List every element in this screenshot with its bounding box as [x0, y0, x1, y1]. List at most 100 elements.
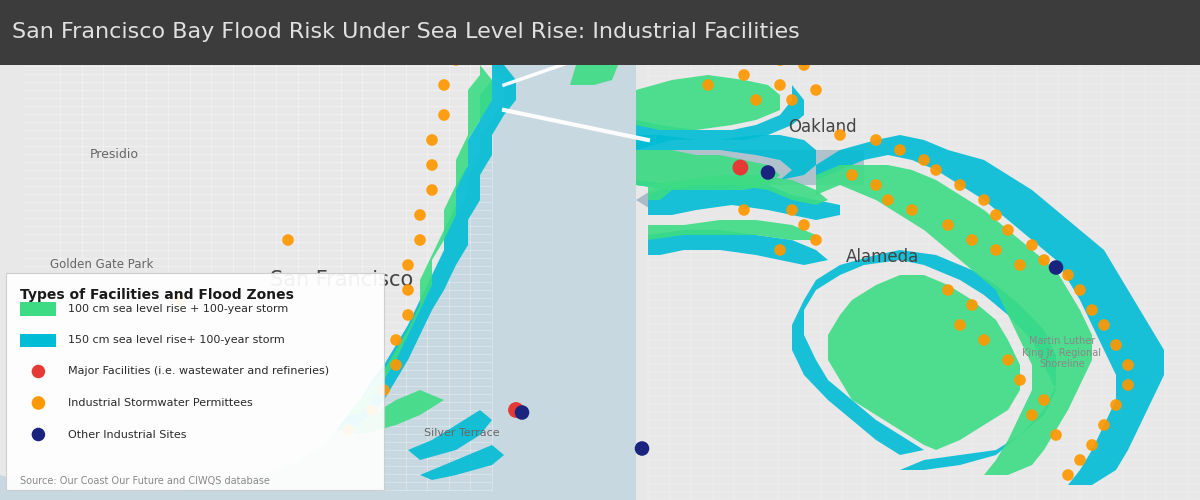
Point — [806, 236, 826, 244]
Text: San Francisco: San Francisco — [270, 270, 414, 290]
Text: Golden Gate Park: Golden Gate Park — [50, 258, 154, 272]
Polygon shape — [348, 390, 444, 435]
Polygon shape — [816, 165, 1092, 475]
Polygon shape — [648, 220, 816, 240]
Point — [1094, 421, 1114, 429]
Polygon shape — [336, 65, 516, 430]
Point — [926, 166, 946, 174]
Point — [1010, 261, 1030, 269]
Point — [398, 286, 418, 294]
Point — [1106, 341, 1126, 349]
Point — [1094, 321, 1114, 329]
Polygon shape — [648, 230, 828, 265]
Text: Silver Terrace: Silver Terrace — [424, 428, 500, 438]
Point — [506, 406, 526, 414]
Text: Martin Luther
King Jr. Regional
Shoreline: Martin Luther King Jr. Regional Shorelin… — [1022, 336, 1102, 369]
Point — [446, 56, 466, 64]
Point — [770, 81, 790, 89]
Point — [1070, 286, 1090, 294]
Point — [410, 236, 430, 244]
Text: Types of Facilities and Flood Zones: Types of Facilities and Flood Zones — [20, 288, 294, 302]
Polygon shape — [648, 180, 828, 240]
Point — [422, 161, 442, 169]
Point — [1046, 431, 1066, 439]
Point — [1118, 361, 1138, 369]
Point — [962, 301, 982, 309]
Polygon shape — [240, 20, 504, 65]
Text: Piedmont: Piedmont — [1044, 34, 1104, 46]
Point — [434, 111, 454, 119]
Polygon shape — [570, 50, 618, 85]
Point — [734, 206, 754, 214]
Point — [1070, 456, 1090, 464]
Point — [1034, 396, 1054, 404]
Point — [758, 168, 778, 176]
Point — [410, 211, 430, 219]
Point — [398, 311, 418, 319]
Point — [632, 444, 652, 452]
Point — [1022, 411, 1042, 419]
Point — [734, 71, 754, 79]
Point — [998, 226, 1018, 234]
Text: Major Facilities (i.e. wastewater and refineries): Major Facilities (i.e. wastewater and re… — [68, 366, 330, 376]
Point — [974, 196, 994, 204]
Text: Industrial Stormwater Permittees: Industrial Stormwater Permittees — [68, 398, 253, 408]
Point — [986, 246, 1006, 254]
Point — [878, 196, 898, 204]
Point — [830, 131, 850, 139]
Point — [986, 211, 1006, 219]
Point — [974, 336, 994, 344]
Point — [962, 236, 982, 244]
Point — [302, 20, 322, 28]
Point — [422, 186, 442, 194]
FancyBboxPatch shape — [0, 0, 1200, 65]
Point — [398, 261, 418, 269]
Point — [1046, 264, 1066, 272]
Point — [1022, 241, 1042, 249]
Polygon shape — [636, 0, 1200, 500]
Polygon shape — [636, 135, 816, 200]
Point — [1058, 271, 1078, 279]
Polygon shape — [522, 50, 558, 62]
Point — [1106, 401, 1126, 409]
Polygon shape — [792, 250, 1056, 470]
Point — [29, 399, 48, 407]
Point — [890, 146, 910, 154]
Point — [938, 221, 958, 229]
Polygon shape — [300, 15, 480, 40]
Point — [746, 96, 766, 104]
Point — [770, 246, 790, 254]
Point — [434, 81, 454, 89]
Point — [698, 81, 718, 89]
Point — [794, 221, 814, 229]
Point — [362, 406, 382, 414]
Text: 150 cm sea level rise+ 100-year storm: 150 cm sea level rise+ 100-year storm — [68, 335, 286, 345]
Polygon shape — [636, 150, 864, 185]
Polygon shape — [0, 0, 504, 500]
Point — [170, 296, 190, 304]
Text: Alameda: Alameda — [845, 248, 919, 266]
FancyBboxPatch shape — [6, 272, 384, 490]
FancyBboxPatch shape — [20, 334, 56, 347]
Point — [386, 336, 406, 344]
Point — [866, 136, 886, 144]
Point — [1082, 441, 1102, 449]
Point — [1010, 376, 1030, 384]
Text: Source: Our Coast Our Future and CIWQS database: Source: Our Coast Our Future and CIWQS d… — [20, 476, 270, 486]
Text: 100 cm sea level rise + 100-year storm: 100 cm sea level rise + 100-year storm — [68, 304, 289, 314]
Point — [278, 236, 298, 244]
Point — [938, 286, 958, 294]
Point — [29, 368, 48, 376]
Point — [866, 181, 886, 189]
Point — [782, 206, 802, 214]
Polygon shape — [636, 150, 780, 190]
Point — [998, 356, 1018, 364]
Point — [1034, 256, 1054, 264]
Polygon shape — [408, 410, 492, 460]
FancyBboxPatch shape — [20, 302, 56, 316]
Point — [710, 31, 730, 39]
Point — [806, 86, 826, 94]
Polygon shape — [348, 65, 492, 415]
Point — [734, 51, 754, 59]
Polygon shape — [636, 75, 780, 130]
